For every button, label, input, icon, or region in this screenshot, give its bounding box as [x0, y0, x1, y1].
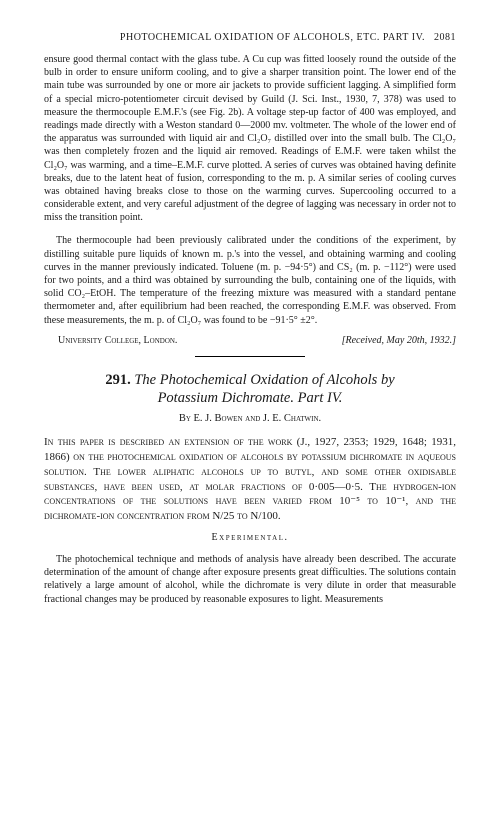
affiliation-row: University College, London. [Received, M… [44, 335, 456, 346]
byline-authors: E. J. Bowen and J. E. Chatwin. [194, 413, 322, 424]
intro-para: In this paper is described an extension … [44, 435, 456, 524]
divider-rule [195, 356, 305, 357]
running-head-text: PHOTOCHEMICAL OXIDATION OF ALCOHOLS, ETC… [120, 32, 425, 43]
affiliation: University College, London. [44, 335, 177, 346]
upper-para-1: ensure good thermal contact with the gla… [44, 53, 456, 224]
article-number: 291. [105, 372, 130, 388]
section-head-experimental: Experimental. [44, 532, 456, 543]
article-title-line1: The Photochemical Oxidation of Alcohols … [134, 372, 394, 388]
article-title: 291. The Photochemical Oxidation of Alco… [52, 371, 448, 407]
byline-by: By [179, 413, 191, 424]
received-date: [Received, May 20th, 1932.] [328, 335, 456, 346]
upper-para-2: The thermocouple had been previously cal… [44, 234, 456, 326]
experimental-para: The photochemical technique and methods … [44, 553, 456, 606]
byline: By E. J. Bowen and J. E. Chatwin. [44, 413, 456, 424]
running-head: PHOTOCHEMICAL OXIDATION OF ALCOHOLS, ETC… [44, 32, 456, 43]
intro-text: In this paper is described an extension … [44, 436, 456, 522]
page: PHOTOCHEMICAL OXIDATION OF ALCOHOLS, ETC… [0, 0, 500, 634]
page-number: 2081 [434, 32, 456, 43]
article-title-line2: Potassium Dichromate. Part IV. [158, 390, 343, 406]
